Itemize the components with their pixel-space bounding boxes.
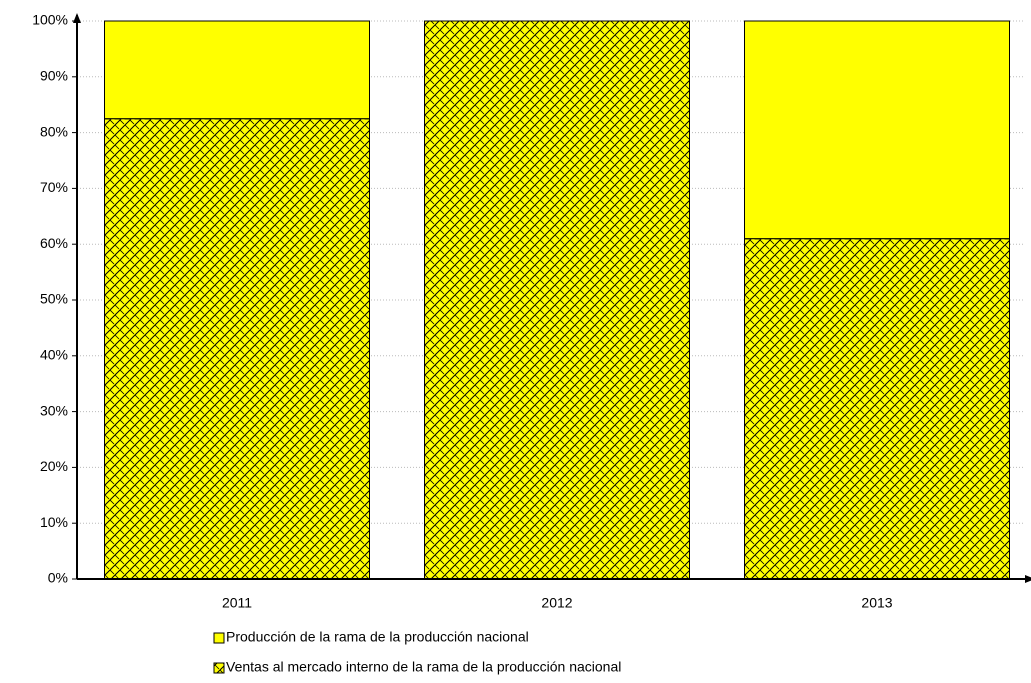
y-tick-label: 100% bbox=[32, 12, 68, 28]
bar-segment bbox=[744, 20, 1010, 240]
legend-swatch bbox=[213, 662, 225, 674]
bar-segment bbox=[424, 20, 690, 580]
y-tick-label: 70% bbox=[40, 179, 68, 195]
y-tick-label: 50% bbox=[40, 291, 68, 307]
y-tick-label: 30% bbox=[40, 402, 68, 418]
legend-swatch bbox=[213, 632, 225, 644]
axes: 0% 10% 20% 30% 40% 50% 60% 70% 80% 90% 100% 2011 201… bbox=[32, 12, 1031, 611]
bar-segment bbox=[104, 118, 370, 580]
x-axis-arrow bbox=[1025, 575, 1031, 583]
x-tick-label: 2012 bbox=[541, 595, 572, 611]
y-tick-label: 40% bbox=[40, 347, 68, 363]
x-tick-label: 2011 bbox=[222, 595, 252, 611]
y-tick-label: 20% bbox=[40, 458, 68, 474]
legend-label: Producción de la rama de la producción n… bbox=[226, 629, 529, 645]
y-axis-arrow bbox=[73, 13, 81, 23]
bars bbox=[104, 20, 1010, 580]
legend-label: Ventas al mercado interno de la rama de … bbox=[226, 659, 621, 675]
x-tick-label: 2013 bbox=[861, 595, 892, 611]
y-tick-label: 80% bbox=[40, 123, 68, 139]
y-tick-label: 0% bbox=[48, 570, 68, 586]
y-tick-label: 90% bbox=[40, 68, 68, 84]
bar-segment bbox=[104, 20, 370, 120]
bar-segment bbox=[744, 238, 1010, 580]
y-tick-label: 60% bbox=[40, 235, 68, 251]
y-tick-label: 10% bbox=[40, 514, 68, 530]
